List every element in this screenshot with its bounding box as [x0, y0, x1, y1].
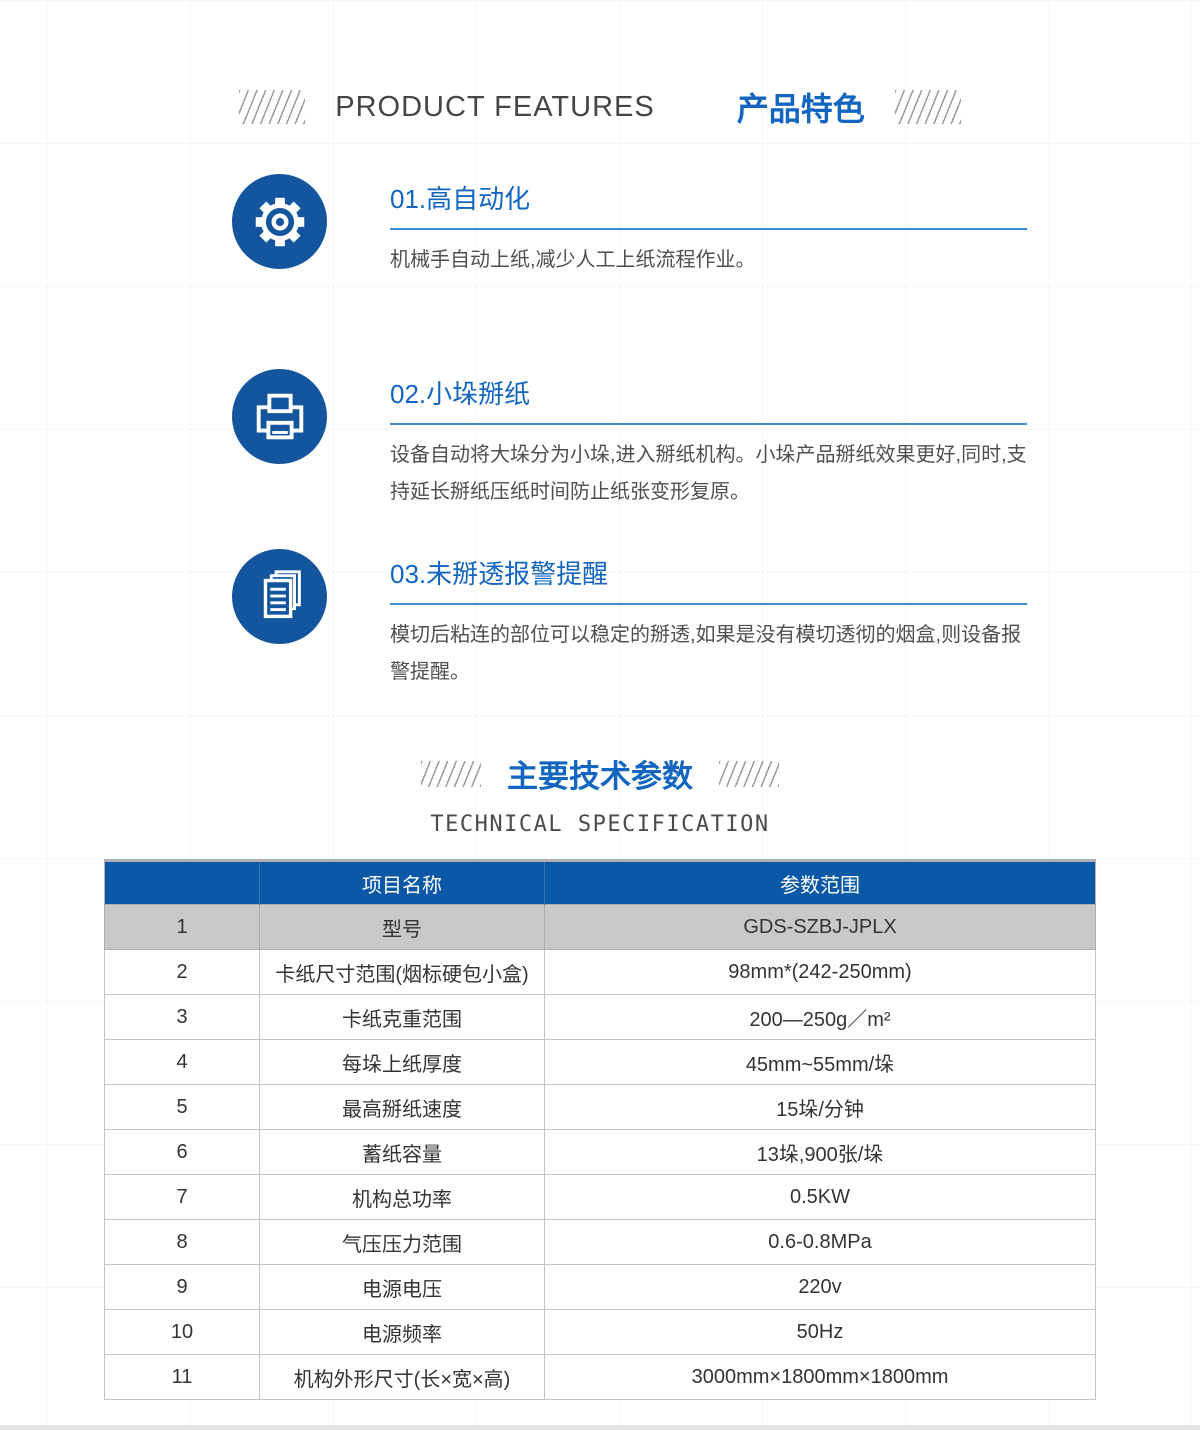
table-cell: 2	[104, 949, 260, 995]
table-row: 11 机构外形尺寸(长×宽×高) 3000mm×1800mm×1800mm	[104, 1354, 1096, 1400]
feature-item-alarm: 03.未掰透报警提醒 模切后粘连的部位可以稳定的掰透,如果是没有模切透彻的烟盒,…	[0, 549, 1200, 691]
table-header-row: 项目名称 参数范围	[104, 860, 1096, 905]
column-header	[104, 860, 260, 905]
table-cell: 45mm~55mm/垛	[544, 1039, 1096, 1085]
printer-icon	[232, 369, 327, 464]
table-cell: 卡纸尺寸范围(烟标硬包小盒)	[259, 949, 545, 995]
feature-title: 03.未掰透报警提醒	[390, 554, 1027, 605]
table-cell: 0.6-0.8MPa	[544, 1219, 1096, 1265]
table-cell: GDS-SZBJ-JPLX	[544, 904, 1096, 950]
column-header: 项目名称	[259, 860, 545, 905]
table-row: 6 蓄纸容量 13垛,900张/垛	[104, 1129, 1096, 1175]
hatch-lines-icon	[239, 90, 306, 124]
table-cell: 机构外形尺寸(长×宽×高)	[259, 1354, 545, 1400]
table-cell: 220v	[544, 1264, 1096, 1310]
table-cell: 15垛/分钟	[544, 1084, 1096, 1130]
spec-table-body: 1 型号 GDS-SZBJ-JPLX 2 卡纸尺寸范围(烟标硬包小盒) 98mm*(242…	[104, 904, 1096, 1400]
table-row: 8 气压压力范围 0.6-0.8MPa	[104, 1219, 1096, 1265]
table-cell: 0.5KW	[544, 1174, 1096, 1220]
table-row: 4 每垛上纸厚度 45mm~55mm/垛	[104, 1039, 1096, 1085]
table-row: 2 卡纸尺寸范围(烟标硬包小盒) 98mm*(242-250mm)	[104, 949, 1096, 995]
features-section-header: PRODUCT FEATURES 产品特色	[0, 0, 1200, 130]
table-cell: 1	[104, 904, 260, 950]
table-cell: 8	[104, 1219, 260, 1265]
features-title-en: PRODUCT FEATURES	[335, 90, 655, 123]
table-row: 5 最高掰纸速度 15垛/分钟	[104, 1084, 1096, 1130]
table-row: 10 电源频率 50Hz	[104, 1309, 1096, 1355]
spec-table: 项目名称 参数范围 1 型号 GDS-SZBJ-JPLX 2 卡纸尺寸范围(烟标硬包小盒)…	[104, 859, 1096, 1400]
table-cell: 3	[104, 994, 260, 1040]
feature-item-stack-split: 02.小垛掰纸 设备自动将大垛分为小垛,进入掰纸机构。小垛产品掰纸效果更好,同时…	[0, 369, 1200, 511]
table-row: 3 卡纸克重范围 200—250g／m²	[104, 994, 1096, 1040]
spec-title-zh: 主要技术参数	[507, 759, 693, 794]
table-cell: 5	[104, 1084, 260, 1130]
table-cell: 10	[104, 1309, 260, 1355]
features-title-zh: 产品特色	[736, 91, 865, 127]
table-cell: 50Hz	[544, 1309, 1096, 1355]
table-cell: 最高掰纸速度	[259, 1084, 545, 1130]
feature-content: 03.未掰透报警提醒 模切后粘连的部位可以稳定的掰透,如果是没有模切透彻的烟盒,…	[390, 549, 1027, 691]
feature-title: 01.高自动化	[390, 179, 1027, 230]
table-cell: 3000mm×1800mm×1800mm	[544, 1354, 1096, 1400]
feature-list: 01.高自动化 机械手自动上纸,减少人工上纸流程作业。 02.小垛掰纸 设备自动…	[0, 174, 1200, 691]
gear-icon	[232, 174, 327, 269]
spec-title-en: TECHNICAL SPECIFICATION	[430, 812, 770, 837]
table-cell: 电源频率	[259, 1309, 545, 1355]
table-cell: 型号	[259, 904, 545, 950]
spec-table-head: 项目名称 参数范围	[104, 860, 1096, 905]
table-cell: 蓄纸容量	[259, 1129, 545, 1175]
table-cell: 电源电压	[259, 1264, 545, 1310]
bottom-edge-strip	[0, 1425, 1200, 1430]
table-row: 9 电源电压 220v	[104, 1264, 1096, 1310]
hatch-lines-icon	[894, 90, 961, 124]
table-cell: 9	[104, 1264, 260, 1310]
table-cell: 气压压力范围	[259, 1219, 545, 1265]
feature-description: 设备自动将大垛分为小垛,进入掰纸机构。小垛产品掰纸效果更好,同时,支持延长掰纸压…	[390, 444, 1027, 503]
feature-content: 02.小垛掰纸 设备自动将大垛分为小垛,进入掰纸机构。小垛产品掰纸效果更好,同时…	[390, 369, 1027, 511]
documents-icon	[232, 549, 327, 644]
hatch-lines-icon	[421, 760, 481, 787]
table-cell: 7	[104, 1174, 260, 1220]
table-cell: 每垛上纸厚度	[259, 1039, 545, 1085]
table-cell: 机构总功率	[259, 1174, 545, 1220]
table-cell: 13垛,900张/垛	[544, 1129, 1096, 1175]
feature-description: 机械手自动上纸,减少人工上纸流程作业。	[390, 249, 756, 271]
feature-item-automation: 01.高自动化 机械手自动上纸,减少人工上纸流程作业。	[0, 174, 1200, 279]
table-cell: 卡纸克重范围	[259, 994, 545, 1040]
spec-section-header: 主要技术参数	[0, 751, 1200, 796]
table-cell: 11	[104, 1354, 260, 1400]
feature-title: 02.小垛掰纸	[390, 374, 1027, 425]
table-cell: 4	[104, 1039, 260, 1085]
table-row: 1 型号 GDS-SZBJ-JPLX	[104, 904, 1096, 950]
table-row: 7 机构总功率 0.5KW	[104, 1174, 1096, 1220]
table-cell: 98mm*(242-250mm)	[544, 949, 1096, 995]
table-cell: 200—250g／m²	[544, 994, 1096, 1040]
column-header: 参数范围	[544, 860, 1096, 905]
feature-content: 01.高自动化 机械手自动上纸,减少人工上纸流程作业。	[390, 174, 1027, 279]
table-cell: 6	[104, 1129, 260, 1175]
hatch-lines-icon	[719, 760, 779, 787]
feature-description: 模切后粘连的部位可以稳定的掰透,如果是没有模切透彻的烟盒,则设备报警提醒。	[390, 624, 1022, 683]
